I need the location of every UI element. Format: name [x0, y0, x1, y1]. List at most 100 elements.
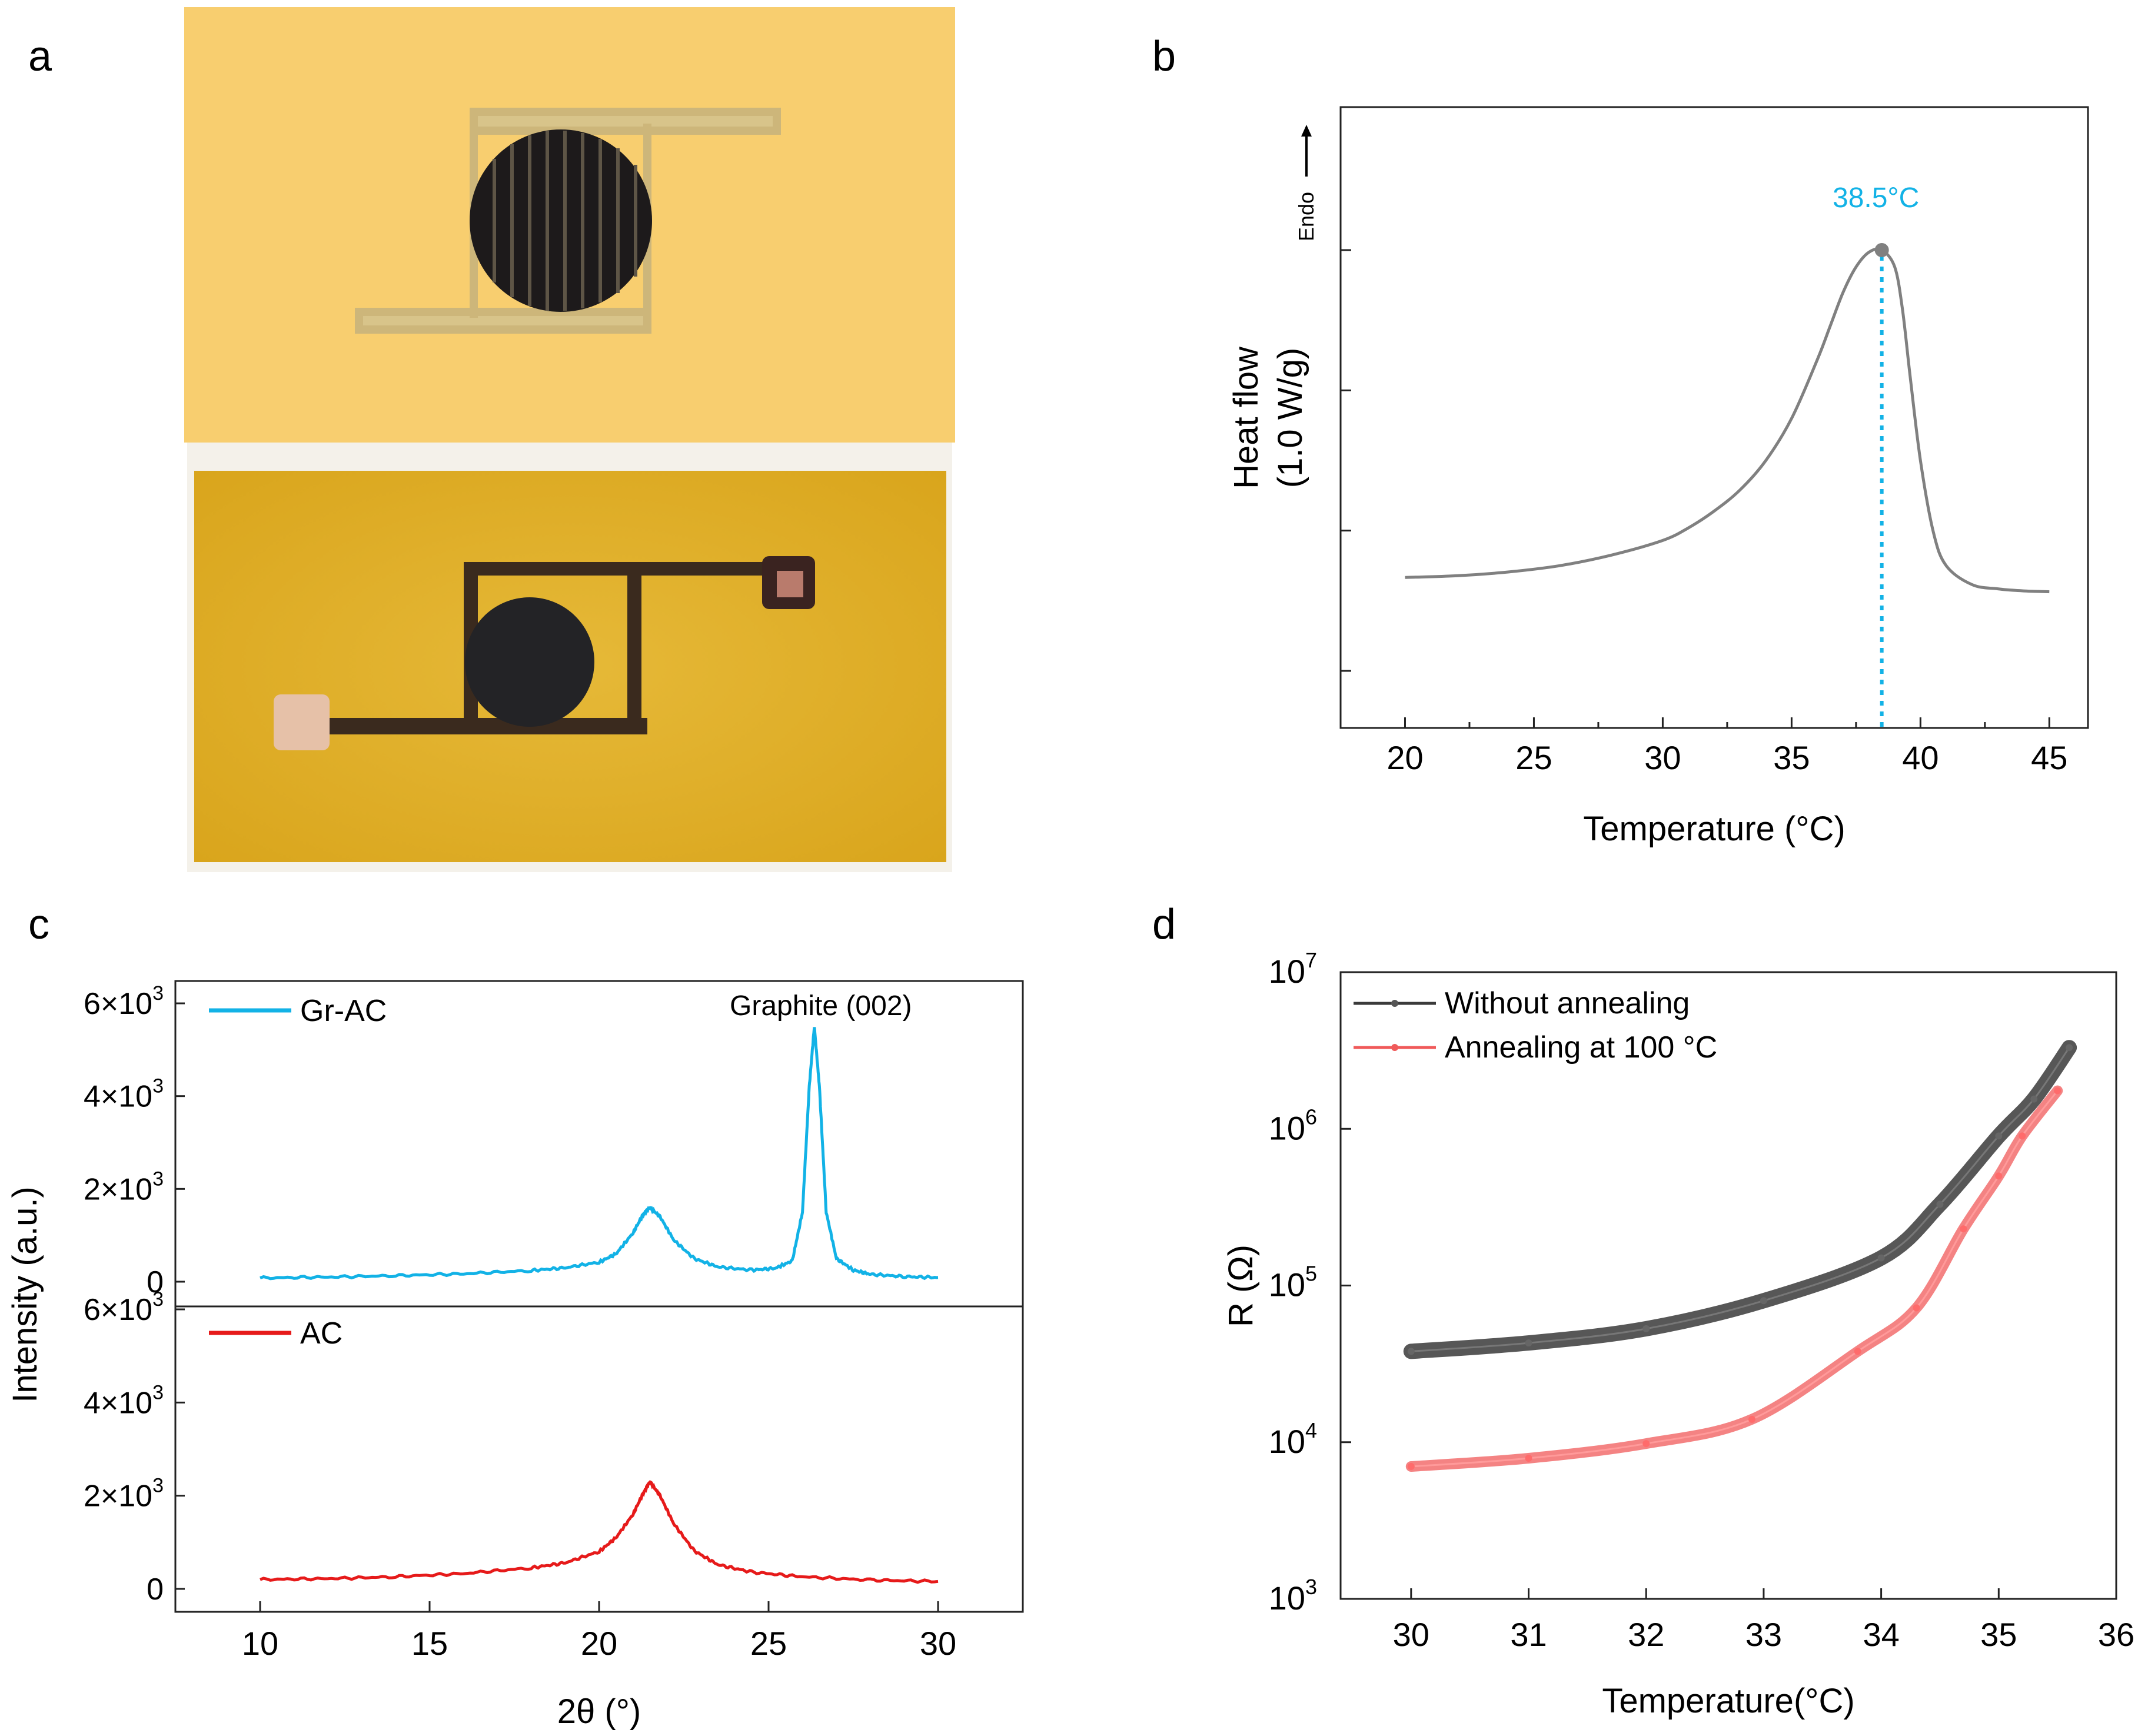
chart-c-ytick-label: 0	[147, 1572, 164, 1607]
chart-d-frame	[1339, 971, 2117, 1600]
chart-b-xtick-label: 25	[1515, 739, 1552, 776]
chart-c-ytick-exponent: 3	[152, 1075, 164, 1098]
chart-b-peak-annotation: 38.5°C	[1833, 182, 1919, 214]
chart-c-ylabel: Intensity (a.u.)	[6, 1186, 44, 1402]
chart-d-point	[2054, 1087, 2061, 1095]
chart-c-peak-annotation: Graphite (002)	[730, 990, 912, 1022]
chart-c-frame	[174, 980, 1024, 1613]
chart-d-ytick-label: 106	[1269, 1105, 1317, 1146]
chart-c-ytick-label: 2×103	[84, 1168, 164, 1206]
chart-c-ytick-label: 4×103	[84, 1381, 164, 1420]
chart-d-point	[1642, 1440, 1650, 1448]
chart-b-ticks: 20 25 30 35 40 45	[1341, 249, 2067, 776]
chart-d-ylabel: R (Ω)	[1222, 1245, 1260, 1327]
legend-gr-ac-label: Gr-AC	[300, 994, 387, 1028]
chart-c-ticks: 10 15 20 25 3002×1034×1036×10302×1034×1036×1…	[84, 982, 956, 1662]
chart-d-point	[1936, 1200, 1944, 1208]
chart-b-xtick-label: 40	[1902, 739, 1939, 776]
chart-b-xtick-label: 20	[1386, 739, 1423, 776]
chart-d-xtick-label: 32	[1628, 1616, 1664, 1653]
photo-bottom-active-disk	[465, 597, 594, 727]
chart-c-ytick-label: 4×103	[84, 1075, 164, 1114]
chart-c-ytick-exponent: 3	[152, 1381, 164, 1404]
chart-d-ytick-label: 105	[1269, 1262, 1317, 1303]
chart-c-xlabel: 2θ (°)	[557, 1692, 641, 1731]
chart-c-ytick-exponent: 3	[152, 1168, 164, 1190]
endo-arrow-icon	[1301, 125, 1312, 177]
chart-d-xtick-label: 30	[1393, 1616, 1429, 1653]
chart-d-points	[1407, 1044, 2073, 1470]
chart-d-xlabel: Temperature(°C)	[1602, 1682, 1854, 1720]
chart-c-ytick-label: 2×103	[84, 1475, 164, 1514]
chart-b-dsc-curve	[1405, 247, 2050, 594]
chart-b-xlabel: Temperature (°C)	[1583, 810, 1845, 848]
chart-d-xtick-label: 33	[1745, 1616, 1782, 1653]
chart-c-xtick-label: 15	[411, 1625, 448, 1662]
chart-d-line-without-annealing	[1411, 1047, 2070, 1352]
chart-d-ytick-exponent: 3	[1305, 1575, 1317, 1599]
chart-c-ytick-exponent: 3	[152, 1475, 164, 1497]
chart-c-curve-ac	[260, 1479, 939, 1584]
chart-d-ytick-exponent: 6	[1305, 1105, 1317, 1129]
chart-d-point	[1642, 1325, 1650, 1332]
photo-bottom-pad-left	[274, 694, 330, 750]
chart-b-frame	[1339, 106, 2089, 729]
chart-d-point	[2030, 1095, 2038, 1103]
chart-c-xtick-label: 25	[750, 1625, 787, 1662]
panel-c-label: c	[28, 901, 49, 948]
chart-d-point	[1913, 1304, 1920, 1312]
chart-d-legend: Without annealing Annealing at 100 °C	[1354, 986, 1717, 1065]
legend-annealing: Annealing at 100 °C	[1354, 1030, 1717, 1065]
chart-d-xtick-label: 34	[1863, 1616, 1899, 1653]
photo-bottom-trace-bottom	[330, 718, 647, 734]
chart-d-point	[1877, 1254, 1885, 1262]
chart-d-point	[1760, 1297, 1767, 1305]
chart-c-curve-gr-ac	[260, 1027, 939, 1281]
legend-without-annealing: Without annealing	[1354, 986, 1690, 1020]
photo-top-disk-lines	[493, 131, 637, 311]
chart-c-ytick-exponent: 3	[152, 982, 164, 1005]
chart-c-ytick-exponent: 3	[152, 1288, 164, 1311]
chart-d-point	[1995, 1132, 2003, 1140]
chart-d-point	[2066, 1044, 2073, 1052]
chart-d-band-without-annealing	[1403, 1040, 2077, 1359]
photo-top-active-disk	[470, 129, 652, 312]
panel-d-label: d	[1152, 901, 1176, 948]
sensor-photo-bottom	[187, 443, 952, 872]
chart-d-ytick-label: 103	[1269, 1575, 1317, 1617]
chart-d-point	[1407, 1348, 1415, 1355]
chart-b-peak-marker	[1874, 243, 1889, 257]
chart-b-xtick-label: 45	[2031, 739, 2067, 776]
sensor-photo-top	[184, 7, 955, 443]
legend-without-annealing-label: Without annealing	[1445, 986, 1690, 1020]
chart-d-point	[1525, 1455, 1532, 1462]
chart-c-xtick-label: 20	[581, 1625, 617, 1662]
photo-bottom-trace-top	[471, 562, 783, 576]
chart-d-ytick-label: 107	[1269, 948, 1317, 990]
chart-c-xrd: 10 15 20 25 3002×1034×1036×10302×1034×1036×1…	[6, 980, 1024, 1731]
chart-d-point	[1748, 1415, 1755, 1423]
chart-d-xtick-label: 35	[1980, 1616, 2017, 1653]
chart-c-ytick-label: 6×103	[84, 1288, 164, 1327]
chart-d-point	[1960, 1225, 1967, 1233]
chart-b-xtick-label: 35	[1773, 739, 1810, 776]
chart-b-xtick-label: 30	[1644, 739, 1681, 776]
chart-d-xtick-label: 36	[2098, 1616, 2134, 1653]
chart-d-ytick-exponent: 7	[1305, 948, 1317, 972]
chart-d-band-annealing	[1405, 1085, 2063, 1472]
chart-c-ytick-label: 6×103	[84, 982, 164, 1021]
chart-d-xtick-label: 31	[1510, 1616, 1547, 1653]
chart-b-endo-label: Endo	[1294, 192, 1318, 241]
chart-c-ytick-label: 0	[147, 1265, 164, 1299]
chart-d-point	[1407, 1462, 1415, 1470]
chart-d-point	[2019, 1132, 2026, 1140]
panel-a-label: a	[28, 33, 52, 80]
chart-d-ytick-exponent: 4	[1305, 1418, 1317, 1442]
legend-annealing-label: Annealing at 100 °C	[1445, 1030, 1717, 1065]
chart-d-point	[1995, 1172, 2003, 1180]
chart-d-ytick-exponent: 5	[1305, 1262, 1317, 1286]
legend-ac-label: AC	[300, 1316, 343, 1351]
chart-c-legend-ac: AC	[209, 1316, 343, 1351]
